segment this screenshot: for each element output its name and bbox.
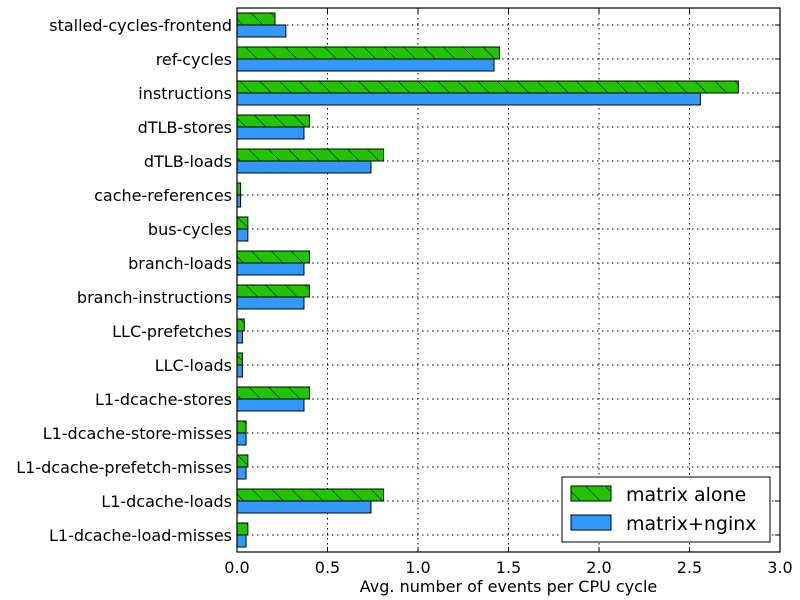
y-tick-label: L1-dcache-loads <box>101 492 232 511</box>
y-tick-label: stalled-cycles-frontend <box>49 16 232 35</box>
bar-hatch <box>237 523 248 535</box>
bar-hatch <box>237 455 248 467</box>
x-tick-label: 1.5 <box>496 558 521 577</box>
bar-matrix-nginx <box>236 466 247 480</box>
bar-matrix-nginx <box>236 58 495 72</box>
bar-hatch <box>237 81 739 93</box>
y-tick-label: dTLB-loads <box>144 152 232 171</box>
x-tick-label: 0.5 <box>315 558 340 577</box>
x-tick-labels: 0.0 0.5 1.0 1.5 2.0 2.5 3.0 <box>224 558 792 577</box>
bar-hatch <box>237 47 500 59</box>
legend: matrix alone matrix+nginx <box>561 476 771 543</box>
bar-matrix-nginx <box>236 126 305 140</box>
bar-matrix-nginx <box>236 24 287 38</box>
y-tick-label: branch-instructions <box>77 288 232 307</box>
bar-hatch <box>237 353 243 365</box>
bar-matrix-nginx <box>236 364 243 378</box>
y-tick-label: instructions <box>138 84 232 103</box>
x-tick-label: 1.0 <box>405 558 430 577</box>
y-tick-label: bus-cycles <box>148 220 232 239</box>
bar-matrix-nginx <box>236 160 372 174</box>
bar-hatch <box>237 217 248 229</box>
bar-matrix-nginx <box>236 262 305 276</box>
y-tick-label: LLC-prefetches <box>112 322 232 341</box>
y-tick-label: L1-dcache-store-misses <box>43 424 232 443</box>
legend-label-matrix-alone: matrix alone <box>626 484 746 506</box>
y-tick-label: L1-dcache-prefetch-misses <box>16 458 232 477</box>
y-tick-labels: stalled-cycles-frontend ref-cycles instruc… <box>16 16 232 545</box>
bar-matrix-nginx <box>236 398 305 412</box>
bar-matrix-nginx <box>236 330 243 344</box>
bar-hatch <box>237 149 384 161</box>
bar-matrix-nginx <box>236 92 701 106</box>
x-tick-label: 3.0 <box>767 558 792 577</box>
bar-hatch <box>237 13 276 25</box>
bars <box>236 12 739 548</box>
y-tick-label: branch-loads <box>128 254 232 273</box>
ticks <box>236 8 781 552</box>
bar-hatch <box>237 183 241 195</box>
legend-swatch-matrix-nginx <box>570 514 612 531</box>
x-tick-label: 2.5 <box>677 558 702 577</box>
bar-hatch <box>237 387 310 399</box>
bar-hatch <box>237 115 310 127</box>
y-tick-label: L1-dcache-load-misses <box>49 526 232 545</box>
bar-hatch <box>237 489 384 501</box>
y-tick-label: cache-references <box>94 186 232 205</box>
bar-matrix-nginx <box>236 228 249 242</box>
bar-matrix-nginx <box>236 432 247 446</box>
bar-hatch <box>237 319 245 331</box>
y-tick-label: LLC-loads <box>155 356 232 375</box>
bar-hatch <box>237 421 247 433</box>
bar-matrix-nginx <box>236 296 305 310</box>
bar-matrix-nginx <box>236 500 372 514</box>
x-tick-label: 0.0 <box>224 558 249 577</box>
y-tick-label: ref-cycles <box>156 50 232 69</box>
bar-hatch <box>237 285 310 297</box>
x-tick-label: 2.0 <box>586 558 611 577</box>
y-tick-label: dTLB-stores <box>138 118 232 137</box>
y-tick-label: L1-dcache-stores <box>95 390 232 409</box>
bar-hatch <box>237 251 310 263</box>
legend-swatch-hatch <box>571 486 611 501</box>
x-axis-title: Avg. number of events per CPU cycle <box>360 577 657 596</box>
legend-label-matrix-nginx: matrix+nginx <box>626 513 757 535</box>
bar-matrix-nginx <box>236 534 247 548</box>
